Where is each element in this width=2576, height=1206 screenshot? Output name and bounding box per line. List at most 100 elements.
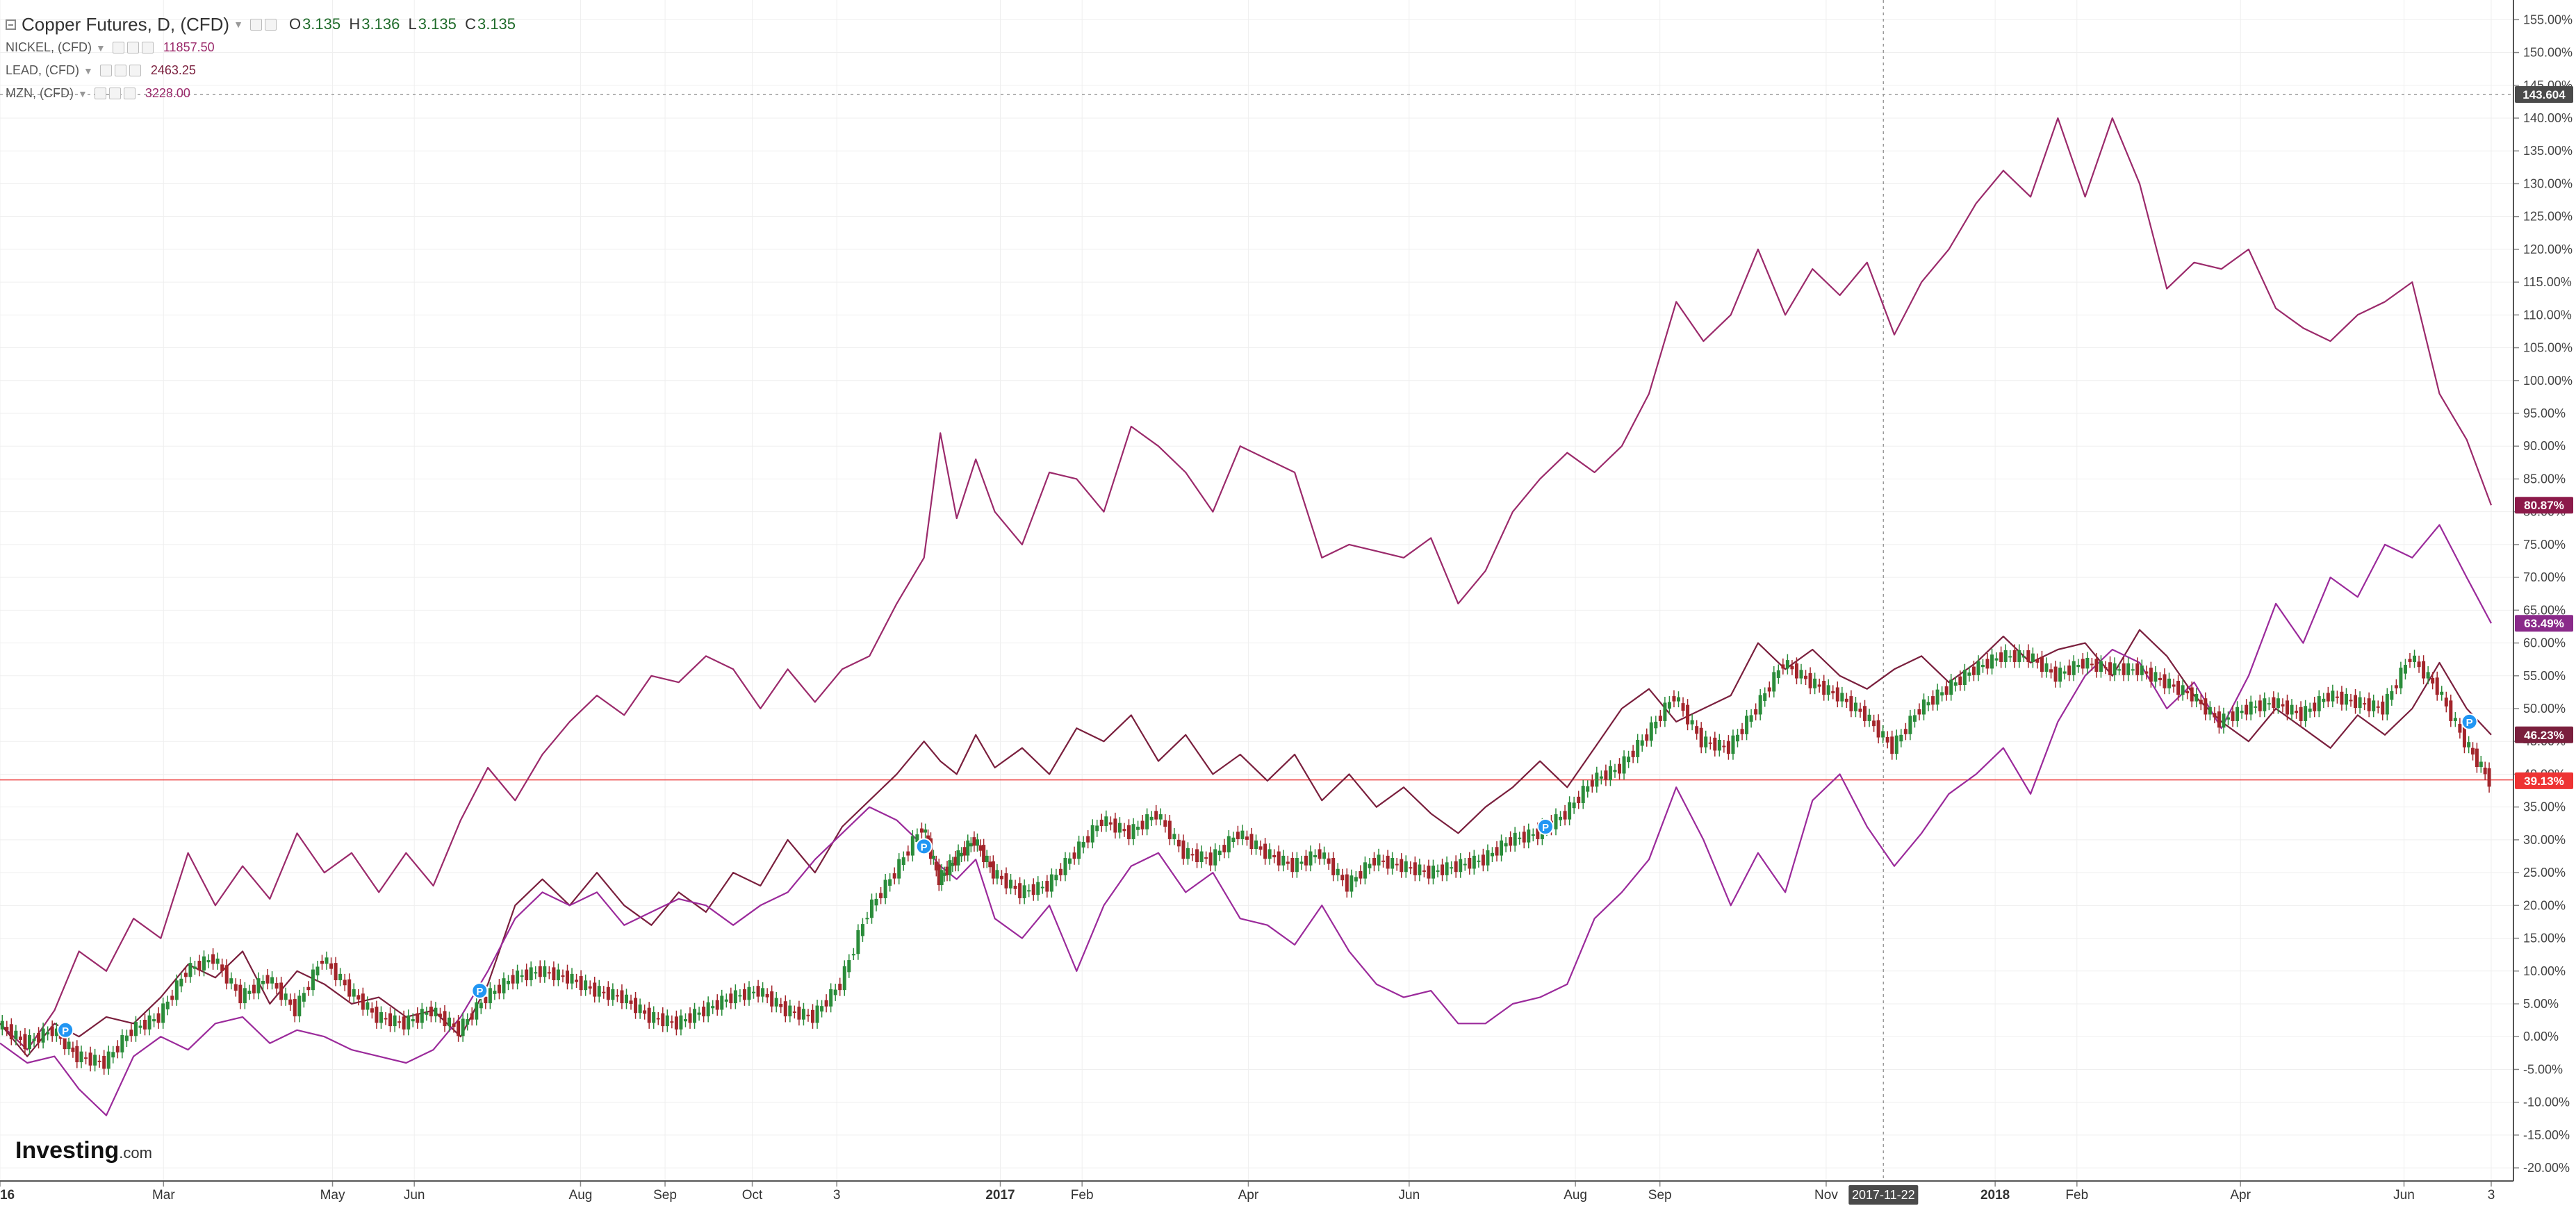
candle-body[interactable] xyxy=(2231,711,2235,721)
candle-body[interactable] xyxy=(1136,827,1140,830)
candle-body[interactable] xyxy=(1422,870,1426,872)
candle-body[interactable] xyxy=(288,999,293,1005)
candle-body[interactable] xyxy=(525,969,529,980)
candle-body[interactable] xyxy=(63,1032,67,1050)
candle-body[interactable] xyxy=(811,1009,815,1023)
visibility-icon[interactable] xyxy=(264,18,277,31)
candle-body[interactable] xyxy=(593,982,597,997)
candle-body[interactable] xyxy=(1245,836,1249,840)
candle-body[interactable] xyxy=(1790,666,1794,670)
candle-body[interactable] xyxy=(1036,882,1040,895)
candle-body[interactable] xyxy=(2467,742,2471,747)
candle-body[interactable] xyxy=(2044,663,2049,672)
candle-body[interactable] xyxy=(1949,679,1953,695)
candle-body[interactable] xyxy=(2354,695,2358,709)
candle-body[interactable] xyxy=(106,1051,110,1069)
candle-body[interactable] xyxy=(1018,883,1022,898)
candle-body[interactable] xyxy=(2304,706,2308,721)
candle-body[interactable] xyxy=(1204,857,1208,859)
candle-body[interactable] xyxy=(1058,868,1063,875)
candle-body[interactable] xyxy=(1522,832,1526,843)
candle-body[interactable] xyxy=(2422,661,2426,679)
candle-body[interactable] xyxy=(2281,704,2285,707)
candle-body[interactable] xyxy=(1654,721,1658,729)
candle-body[interactable] xyxy=(1699,727,1703,747)
candle-body[interactable] xyxy=(1935,689,1939,705)
candle-body[interactable] xyxy=(1863,706,1867,721)
candle-body[interactable] xyxy=(1645,734,1649,741)
candle-body[interactable] xyxy=(393,1015,397,1027)
candle-body[interactable] xyxy=(1468,858,1472,869)
candle-body[interactable] xyxy=(661,1013,665,1027)
candle-body[interactable] xyxy=(779,1004,783,1007)
candle-body[interactable] xyxy=(18,1036,22,1040)
candle-body[interactable] xyxy=(847,960,851,973)
candle-body[interactable] xyxy=(978,845,983,851)
candle-body[interactable] xyxy=(1268,849,1272,859)
candle-body[interactable] xyxy=(284,993,288,1000)
candle-body[interactable] xyxy=(615,995,619,997)
candle-body[interactable] xyxy=(1994,658,1999,661)
candle-body[interactable] xyxy=(1149,816,1154,820)
candle-body[interactable] xyxy=(220,964,224,971)
candle-body[interactable] xyxy=(2040,656,2044,672)
candle-body[interactable] xyxy=(2085,657,2090,669)
candle-body[interactable] xyxy=(124,1035,129,1041)
series-line-2[interactable] xyxy=(0,524,2492,1116)
candle-body[interactable] xyxy=(397,1021,402,1023)
candle-body[interactable] xyxy=(502,978,506,993)
candle-body[interactable] xyxy=(133,1022,138,1036)
candle-body[interactable] xyxy=(1063,858,1067,875)
candle-body[interactable] xyxy=(1481,854,1485,866)
candle-body[interactable] xyxy=(2217,711,2221,728)
candle-body[interactable] xyxy=(1181,840,1186,859)
candle-body[interactable] xyxy=(951,862,955,866)
candle-body[interactable] xyxy=(674,1016,678,1030)
candle-body[interactable] xyxy=(956,850,960,866)
candle-body[interactable] xyxy=(1912,715,1917,722)
candle-body[interactable] xyxy=(88,1052,92,1066)
candle-body[interactable] xyxy=(1599,776,1603,779)
candle-body[interactable] xyxy=(215,958,220,964)
candle-body[interactable] xyxy=(438,1014,442,1017)
candle-body[interactable] xyxy=(856,930,860,955)
candle-body[interactable] xyxy=(1272,854,1277,858)
candle-body[interactable] xyxy=(962,847,967,856)
candle-body[interactable] xyxy=(1595,773,1599,787)
candle-body[interactable] xyxy=(2149,668,2153,682)
candle-body[interactable] xyxy=(2167,678,2172,688)
candle-body[interactable] xyxy=(407,1015,411,1030)
candle-body[interactable] xyxy=(2426,672,2430,679)
candle-body[interactable] xyxy=(1217,850,1222,855)
candle-body[interactable] xyxy=(37,1032,41,1043)
candle-body[interactable] xyxy=(411,1019,415,1022)
candle-body[interactable] xyxy=(2017,650,2021,662)
candle-body[interactable] xyxy=(1772,672,1776,692)
candle-body[interactable] xyxy=(1495,847,1499,856)
candle-body[interactable] xyxy=(347,979,352,997)
candle-body[interactable] xyxy=(1577,796,1581,803)
candle-body[interactable] xyxy=(1627,757,1631,763)
candle-body[interactable] xyxy=(915,834,919,843)
candle-body[interactable] xyxy=(2117,669,2122,671)
candle-body[interactable] xyxy=(602,991,606,993)
candle-body[interactable] xyxy=(461,1018,465,1036)
brand-logo[interactable]: Investing.com xyxy=(15,1137,152,1164)
candle-body[interactable] xyxy=(488,988,492,1004)
candle-body[interactable] xyxy=(611,989,615,1000)
candle-body[interactable] xyxy=(1858,709,1862,712)
candle-body[interactable] xyxy=(1099,819,1104,827)
candle-body[interactable] xyxy=(2399,668,2403,688)
chevron-down-icon[interactable]: ▼ xyxy=(83,65,93,76)
candle-body[interactable] xyxy=(174,980,179,1000)
candle-body[interactable] xyxy=(1872,720,1876,727)
candle-body[interactable] xyxy=(2285,700,2289,715)
dividend-marker-icon[interactable] xyxy=(915,838,933,855)
candle-body[interactable] xyxy=(597,986,601,997)
candle-body[interactable] xyxy=(2344,693,2348,705)
candle-body[interactable] xyxy=(579,976,583,991)
candle-body[interactable] xyxy=(67,1041,71,1050)
candle-body[interactable] xyxy=(797,1007,801,1020)
candle-body[interactable] xyxy=(1976,661,1980,675)
candle-body[interactable] xyxy=(1404,861,1408,873)
